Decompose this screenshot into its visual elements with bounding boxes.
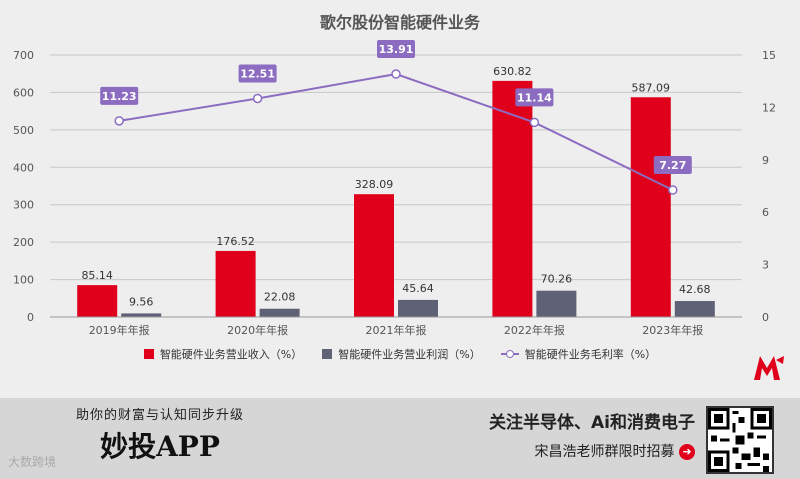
legend-swatch-margin — [500, 350, 519, 358]
legend-label-margin: 智能硬件业务毛利率（%） — [524, 348, 657, 361]
banner-slogan: 助你的财富与认知同步升级 — [75, 408, 244, 423]
y-left-tick-label: 400 — [13, 161, 34, 174]
data-label-margin: 11.14 — [517, 91, 552, 104]
bar-profit — [121, 313, 162, 317]
bar-profit — [536, 290, 577, 317]
data-label-revenue: 630.82 — [493, 65, 532, 78]
data-label-margin: 12.51 — [240, 67, 275, 80]
legend-swatch-revenue — [143, 349, 154, 359]
y-right-tick-label: 6 — [762, 206, 769, 219]
data-label-revenue: 85.14 — [81, 269, 113, 282]
y-right-tick-label: 15 — [762, 49, 776, 62]
point-margin — [252, 93, 263, 104]
banner-left: 助你的财富与认知同步升级 妙投APP — [40, 404, 280, 465]
point-margin — [391, 69, 401, 79]
data-label-bg-margin — [515, 88, 554, 107]
data-label-margin: 7.27 — [659, 159, 686, 172]
y-left-tick-label: 100 — [13, 274, 34, 287]
legend-swatch-profit — [322, 349, 333, 359]
data-label-revenue: 587.09 — [632, 81, 671, 94]
point-margin — [668, 185, 678, 195]
data-label-profit: 70.26 — [541, 273, 573, 286]
point-margin — [529, 117, 540, 128]
data-label-bg-margin — [377, 40, 415, 59]
bar-revenue — [354, 194, 394, 317]
series-line-margin — [119, 73, 674, 191]
chart-plot: 歌尔股份智能硬件业务 0 100 200 300 400 500 600 700 0 3 6 9 12 15… — [13, 13, 776, 337]
point-margin — [114, 116, 124, 126]
chart-title: 歌尔股份智能硬件业务 — [320, 13, 481, 32]
promo-banner: 助你的财富与认知同步升级 妙投APP 大数跨境 关注半导体、Ai和消费电子 宋昌… — [0, 398, 800, 479]
banner-headline: 关注半导体、Ai和消费电子 — [489, 413, 695, 433]
data-label-revenue: 176.52 — [216, 235, 255, 248]
bar-revenue — [630, 97, 671, 318]
y-left-tick-label: 300 — [13, 199, 34, 212]
legend-item-revenue: 智能硬件业务营业收入（%） — [143, 346, 303, 362]
arrow-right-icon: ➜ — [679, 444, 695, 460]
banner-right: 关注半导体、Ai和消费电子 宋昌浩老师群限时招募 ➜ — [410, 408, 695, 461]
x-tick-label: 2023年年报 — [642, 323, 703, 337]
x-tick-label: 2019年年报 — [89, 323, 150, 337]
y-left-tick-label: 200 — [13, 236, 34, 249]
bar-revenue — [77, 285, 118, 317]
y-right-tick-label: 0 — [762, 311, 769, 324]
y-right-tick-label: 12 — [762, 101, 776, 114]
legend-label-revenue: 智能硬件业务营业收入（%） — [159, 348, 303, 361]
data-label-revenue: 328.09 — [355, 178, 394, 191]
x-tick-label: 2022年年报 — [504, 323, 565, 337]
y-right-tick-label: 3 — [762, 259, 769, 272]
bar-profit — [259, 308, 300, 317]
bar-profit — [398, 299, 438, 317]
y-left-tick-label: 600 — [13, 86, 34, 99]
x-tick-label: 2020年年报 — [227, 323, 288, 337]
chart-area: 歌尔股份智能硬件业务 0 100 200 300 400 500 600 700 0 3 6 9 12 15… — [0, 13, 800, 380]
data-label-profit: 9.56 — [129, 295, 154, 308]
data-label-margin: 13.91 — [379, 43, 414, 56]
banner-subline: 宋昌浩老师群限时招募 — [534, 444, 675, 460]
banner-subline-row[interactable]: 宋昌浩老师群限时招募 ➜ — [410, 441, 695, 461]
bar-profit — [674, 301, 715, 317]
brand-logo-icon — [754, 356, 784, 380]
bar-revenue — [492, 80, 533, 317]
y-right-tick-label: 9 — [762, 154, 769, 167]
qr-code-icon[interactable] — [706, 406, 774, 474]
watermark: 大数跨境 — [8, 455, 57, 469]
y-left-tick-label: 500 — [13, 124, 34, 137]
data-label-profit: 22.08 — [264, 291, 296, 304]
banner-app-name[interactable]: 妙投APP — [100, 430, 220, 463]
legend-item-profit: 智能硬件业务营业利润（%） — [322, 346, 481, 362]
data-label-profit: 42.68 — [679, 283, 711, 296]
data-label-bg-margin — [100, 86, 139, 105]
legend-label-profit: 智能硬件业务营业利润（%） — [338, 348, 481, 361]
data-label-margin: 11.23 — [102, 90, 137, 103]
y-left-tick-label: 700 — [13, 49, 34, 62]
data-label-profit: 45.64 — [402, 282, 434, 295]
legend-item-margin: 智能硬件业务毛利率（%） — [500, 346, 657, 362]
chart-legend: 智能硬件业务营业收入（%） 智能硬件业务营业利润（%） 智能硬件业务毛利率（%） — [0, 346, 800, 362]
data-label-bg-margin — [653, 156, 692, 175]
bar-revenue — [215, 250, 256, 317]
y-left-tick-label: 0 — [27, 311, 34, 324]
x-tick-label: 2021年年报 — [366, 323, 427, 337]
data-label-bg-margin — [238, 64, 277, 83]
